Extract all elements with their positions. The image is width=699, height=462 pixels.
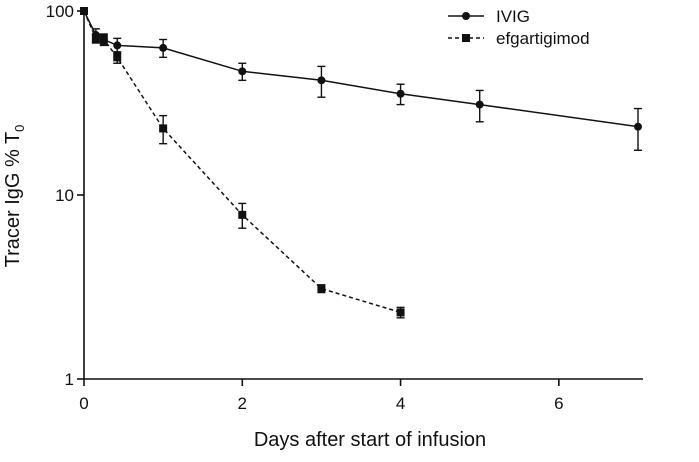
legend-label: IVIG bbox=[496, 7, 530, 26]
data-point bbox=[91, 34, 100, 43]
legend-label: efgartigimod bbox=[496, 29, 590, 48]
data-point bbox=[80, 7, 88, 15]
x-tick-label: 2 bbox=[238, 394, 247, 413]
data-point bbox=[99, 35, 108, 44]
series-line bbox=[83, 10, 401, 314]
data-point bbox=[317, 76, 326, 85]
y-tick-label: 10 bbox=[55, 186, 74, 205]
y-tick-label: 1 bbox=[65, 370, 74, 389]
y-tick-label: 100 bbox=[46, 2, 74, 21]
y-axis-title-main: Tracer IgG % T bbox=[2, 132, 24, 268]
data-point bbox=[634, 122, 642, 131]
data-point bbox=[475, 100, 484, 109]
data-point bbox=[113, 53, 122, 62]
x-tick-label: 6 bbox=[554, 394, 563, 413]
ticks: 0 2 4 6 1 10 100 bbox=[46, 2, 564, 413]
data-point bbox=[396, 308, 405, 317]
x-axis-title: Days after start of infusion bbox=[254, 429, 486, 451]
data-point bbox=[113, 41, 122, 50]
legend: IVIG efgartigimod bbox=[448, 7, 590, 48]
legend-marker bbox=[462, 12, 470, 20]
y-axis-title: Tracer IgG % T0 bbox=[2, 125, 27, 268]
data-point bbox=[238, 210, 247, 219]
data-point bbox=[159, 124, 168, 133]
legend-marker bbox=[462, 34, 470, 42]
data-point bbox=[238, 67, 247, 76]
legend-item: IVIG bbox=[448, 7, 530, 26]
axes bbox=[83, 11, 643, 380]
x-tick-label: 4 bbox=[396, 394, 405, 413]
legend-item: efgartigimod bbox=[448, 29, 590, 48]
data-point bbox=[159, 43, 168, 52]
data-point bbox=[396, 89, 405, 98]
data-point bbox=[317, 284, 326, 293]
series bbox=[80, 7, 642, 319]
y-axis-title-subscript: 0 bbox=[12, 125, 27, 132]
x-tick-label: 0 bbox=[79, 394, 88, 413]
series-efgartigimod bbox=[80, 7, 405, 319]
